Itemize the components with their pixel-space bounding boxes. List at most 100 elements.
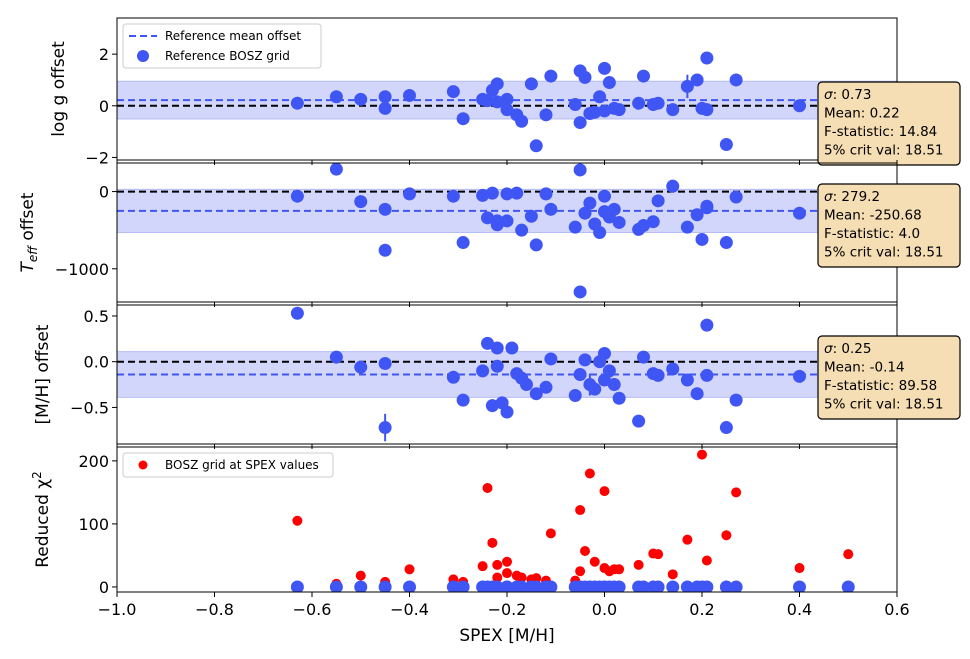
data-point [632,414,646,428]
stats-line: F-statistic: 4.0 [824,226,920,242]
data-point [529,238,543,252]
data-point [602,76,616,90]
stats-line: 5% crit val: 18.51 [824,397,944,413]
data-point [614,564,625,575]
data-point [637,580,650,592]
data-point [378,202,392,216]
data-point [633,559,644,570]
data-point [502,556,512,567]
stats-box-bg [817,81,961,166]
data-point [290,306,304,320]
data-point [329,163,343,176]
x-tick-label: 0.0 [592,600,617,619]
data-point [598,346,611,360]
data-point [575,566,586,577]
data-point [575,505,586,516]
y-tick-label: −2 [85,148,109,167]
data-point [700,51,714,65]
data-point [477,561,488,572]
data-point [510,186,524,200]
data-point [651,96,665,110]
data-point [505,341,519,355]
stats-line: Mean: 0.22 [824,106,900,122]
data-point [529,387,543,401]
y-tick-label: 0 [99,97,109,116]
data-point [651,580,665,592]
data-point [680,220,694,234]
data-point [578,353,592,367]
data-point [729,190,743,204]
data-point [598,104,611,118]
data-point [329,350,343,364]
data-point [404,564,415,575]
data-point [329,90,343,104]
data-point [602,364,616,378]
data-point [490,341,504,355]
legend-dot-marker [137,50,149,62]
data-point [666,580,680,592]
data-point [607,202,621,216]
data-point [793,206,806,220]
data-point [456,393,470,407]
legend-entry: Reference BOSZ grid [165,49,290,63]
legend: Reference mean offset Reference BOSZ grid [122,23,322,69]
data-point [843,549,854,560]
data-point [598,189,611,203]
data-point [690,73,704,87]
data-point [593,90,607,104]
data-point [719,138,733,152]
y-axis-label: [M/H] offset [33,324,53,424]
panel-mh: 0.5 0.0 −0.5 [M/H] offset σ: 0.25 Mean: -0.14… [33,304,961,449]
data-point [680,373,694,387]
data-point [700,103,714,117]
data-point [516,572,527,583]
data-point [700,199,714,213]
data-point [666,179,680,193]
data-point [490,95,504,109]
data-point [524,209,538,223]
data-point [456,112,470,126]
data-point [544,69,558,83]
stats-line: Mean: -0.14 [824,360,905,376]
data-point [653,549,664,560]
data-point [682,534,693,545]
data-point [403,88,416,102]
data-point [492,572,503,583]
data-point [700,580,714,592]
panel-teff: 0 −1000 Teff offset σ: 279.2 Mean: -250.68 F-… [18,162,961,307]
data-point [700,368,714,382]
stats-line: σ: 279.2 [824,189,880,205]
data-point [593,226,607,239]
data-point [690,208,704,222]
data-point [573,163,587,177]
data-point [520,378,533,392]
legend-dot-marker [138,460,148,470]
legend-entry: BOSZ grid at SPEX values [165,458,319,472]
data-point [651,194,665,208]
data-point [568,389,582,403]
data-point [290,189,304,203]
data-point [646,215,660,229]
y-tick-label: −0.5 [70,398,109,417]
y-tick-label: 0.0 [84,353,109,372]
plot-area [117,51,897,153]
data-point [403,187,416,201]
data-point [578,70,592,84]
data-point [573,368,587,381]
data-point [529,139,543,153]
data-point [456,580,470,592]
y-tick-label: 2 [99,45,109,64]
data-point [378,357,392,371]
data-point [354,195,368,209]
data-point [500,405,514,419]
legend: BOSZ grid at SPEX values [122,452,334,478]
data-point [841,580,855,592]
stats-line: σ: 0.73 [824,87,871,103]
data-point [589,556,600,567]
data-point [599,486,610,497]
y-tick-label: −1000 [55,260,109,279]
data-point [588,382,602,396]
data-point [573,116,587,130]
data-point [515,580,529,592]
